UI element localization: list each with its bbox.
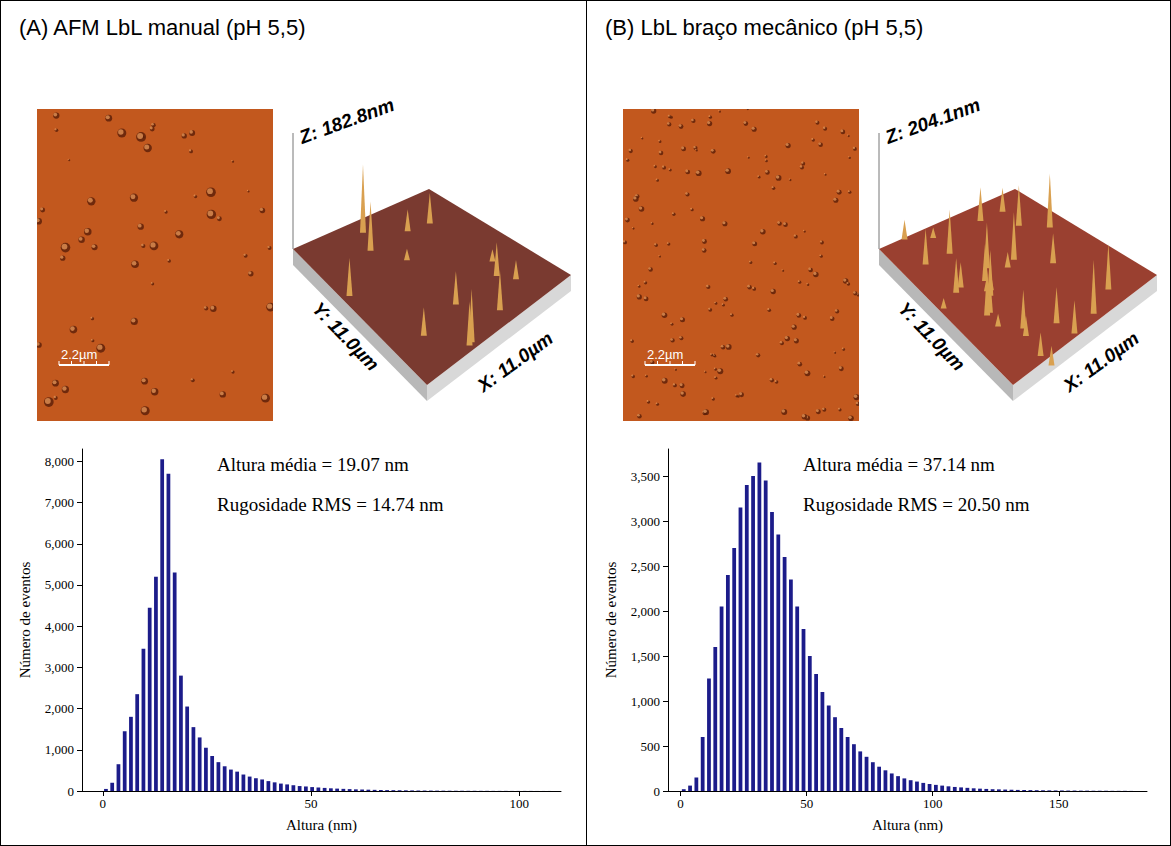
svg-text:X: 11.0µm: X: 11.0µm xyxy=(1059,327,1143,396)
svg-text:3,000: 3,000 xyxy=(631,514,660,529)
svg-text:5,000: 5,000 xyxy=(45,577,74,592)
svg-text:1,000: 1,000 xyxy=(631,694,660,709)
svg-text:Z: 204.1nm: Z: 204.1nm xyxy=(882,94,983,148)
svg-text:100: 100 xyxy=(923,796,943,811)
svg-text:8,000: 8,000 xyxy=(45,454,74,469)
svg-text:50: 50 xyxy=(800,796,813,811)
svg-text:4,000: 4,000 xyxy=(45,619,74,634)
svg-text:2,500: 2,500 xyxy=(631,559,660,574)
svg-text:6,000: 6,000 xyxy=(45,536,74,551)
svg-text:Y: 11.0µm: Y: 11.0µm xyxy=(308,298,383,375)
svg-text:Altura (nm): Altura (nm) xyxy=(286,817,357,834)
svg-text:100: 100 xyxy=(510,796,529,811)
svg-text:500: 500 xyxy=(641,739,661,754)
svg-text:X: 11.0µm: X: 11.0µm xyxy=(473,327,557,396)
svg-text:2.2µm: 2.2µm xyxy=(61,347,97,362)
svg-text:1,000: 1,000 xyxy=(45,742,74,757)
svg-text:Altura média = 19.07 nm: Altura média = 19.07 nm xyxy=(217,454,409,475)
svg-text:2,000: 2,000 xyxy=(631,604,660,619)
svg-text:Z: 182.8nm: Z: 182.8nm xyxy=(296,94,397,148)
svg-text:150: 150 xyxy=(1049,796,1069,811)
svg-text:0: 0 xyxy=(100,796,107,811)
svg-text:1,500: 1,500 xyxy=(631,649,660,664)
html-text:(B) LbL braço mecânico (pH 5,5: (B) LbL braço mecânico (pH 5,5) xyxy=(605,15,924,40)
svg-text:Rugosidade RMS = 20.50 nm: Rugosidade RMS = 20.50 nm xyxy=(803,494,1030,515)
svg-text:0: 0 xyxy=(654,784,661,799)
svg-text:Altura média = 37.14 nm: Altura média = 37.14 nm xyxy=(803,454,995,475)
svg-text:0: 0 xyxy=(68,784,75,799)
svg-text:3,500: 3,500 xyxy=(631,469,660,484)
svg-text:3,000: 3,000 xyxy=(45,660,74,675)
svg-text:50: 50 xyxy=(305,796,318,811)
svg-text:Rugosidade RMS = 14.74 nm: Rugosidade RMS = 14.74 nm xyxy=(217,494,444,515)
svg-text:0: 0 xyxy=(677,796,684,811)
svg-text:2.2µm: 2.2µm xyxy=(647,347,683,362)
svg-text:Altura (nm): Altura (nm) xyxy=(872,817,943,834)
html-text:(A) AFM LbL manual (pH 5,5): (A) AFM LbL manual (pH 5,5) xyxy=(19,15,306,40)
svg-text:7,000: 7,000 xyxy=(45,495,74,510)
svg-text:2,000: 2,000 xyxy=(45,701,74,716)
svg-text:Y: 11.0µm: Y: 11.0µm xyxy=(894,298,969,375)
svg-text:Número de eventos: Número de eventos xyxy=(17,562,33,679)
svg-text:Número de eventos: Número de eventos xyxy=(603,562,619,679)
